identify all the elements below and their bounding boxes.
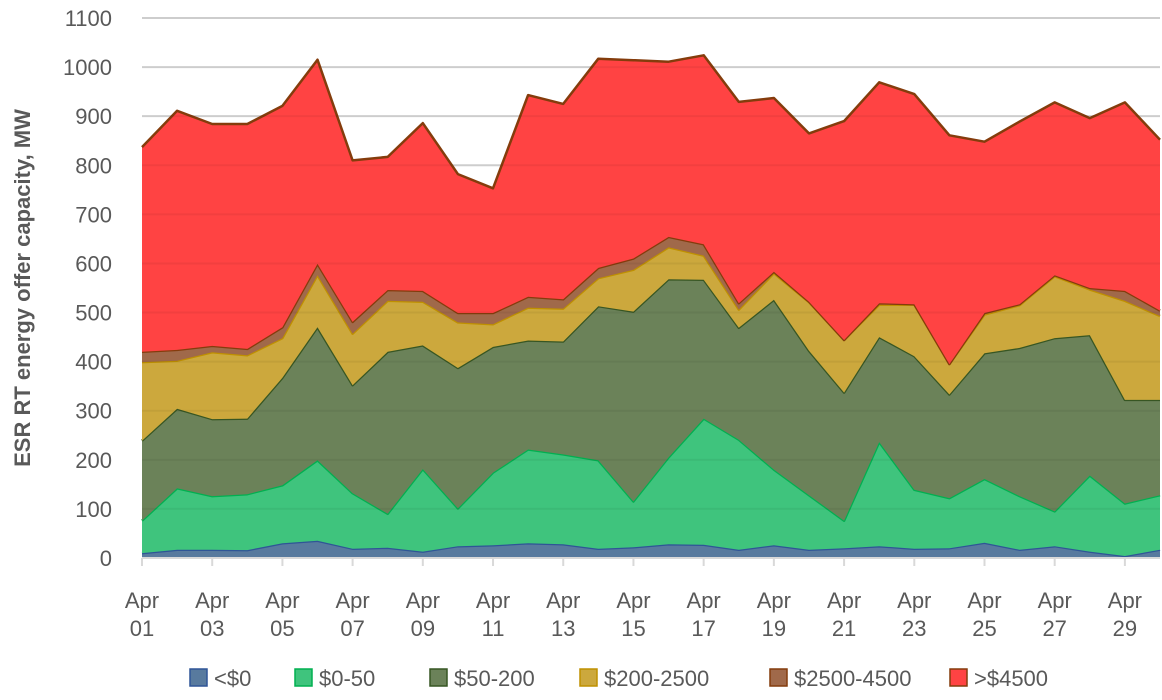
x-tick-label: 27	[1042, 616, 1066, 641]
legend-swatch	[769, 668, 788, 687]
area-4	[142, 236, 1160, 365]
x-tick-label: Apr	[476, 588, 510, 613]
y-tick-label: 900	[75, 104, 112, 129]
legend-swatch	[429, 668, 448, 687]
y-tick-label: 200	[75, 448, 112, 473]
x-tick-label: 29	[1113, 616, 1137, 641]
x-tick-label: 19	[762, 616, 786, 641]
x-tick-label: 15	[621, 616, 645, 641]
area-1	[142, 418, 1160, 556]
x-tick-label: Apr	[265, 588, 299, 613]
y-tick-label: 700	[75, 202, 112, 227]
y-axis-ticks: 0 100 200 300 400 500 600 700 800 900 1000 1100	[63, 6, 112, 571]
x-tick-label: 01	[130, 616, 154, 641]
legend-label: $200-2500	[604, 666, 709, 691]
y-tick-label: 800	[75, 153, 112, 178]
y-tick-label: 100	[75, 497, 112, 522]
legend-swatch	[189, 668, 208, 687]
legend-swatch	[294, 668, 313, 687]
y-tick-label: 1100	[65, 6, 112, 31]
y-tick-label: 0	[100, 546, 112, 571]
x-axis: Apr 01 Apr 03 Apr 05 Apr 07 Apr 09 Apr 11 Apr 13 Apr 15…	[125, 557, 1160, 641]
x-tick-label: Apr	[195, 588, 229, 613]
x-tick-label: Apr	[827, 588, 861, 613]
area-5	[142, 55, 1160, 365]
x-tick-label: 21	[832, 616, 856, 641]
series-line-5	[141, 54, 1161, 190]
y-tick-label: 1000	[63, 55, 112, 80]
x-tick-label: Apr	[125, 588, 159, 613]
x-tick-label: 13	[551, 616, 575, 641]
x-tick-label: 11	[482, 616, 505, 641]
x-tick-label: 25	[972, 616, 996, 641]
legend-label: >$4500	[974, 666, 1048, 691]
x-tick-label: 09	[411, 616, 435, 641]
legend-swatch	[949, 668, 968, 687]
x-tick-label: Apr	[687, 588, 721, 613]
y-axis-label: ESR RT energy offer capacity, MW	[10, 109, 35, 467]
x-tick-label: Apr	[897, 588, 931, 613]
legend-swatch	[579, 668, 598, 687]
x-tick-label: 07	[340, 616, 364, 641]
x-tick-label: Apr	[967, 588, 1001, 613]
y-tick-label: 500	[75, 301, 112, 326]
x-tick-label: Apr	[616, 588, 650, 613]
x-tick-label: Apr	[335, 588, 369, 613]
x-tick-label: Apr	[1108, 588, 1142, 613]
x-tick-label: Apr	[546, 588, 580, 613]
area-2	[142, 279, 1160, 521]
x-tick-label: 23	[902, 616, 926, 641]
y-tick-label: 400	[75, 350, 112, 375]
area-3	[142, 247, 1160, 441]
area-0	[142, 540, 1160, 558]
y-tick-label: 300	[75, 399, 112, 424]
legend: <$0 $0-50 $50-200 $200-2500 $2500-4500 >$4500	[189, 666, 1048, 691]
legend-label: $0-50	[319, 666, 375, 691]
x-tick-label: 03	[200, 616, 224, 641]
x-tick-label: 05	[270, 616, 294, 641]
x-tick-label: Apr	[757, 588, 791, 613]
legend-label: $50-200	[454, 666, 535, 691]
x-tick-label: Apr	[1038, 588, 1072, 613]
areas	[141, 17, 1161, 558]
legend-label: $2500-4500	[794, 666, 911, 691]
y-tick-label: 600	[75, 251, 112, 276]
x-tick-label: 17	[691, 616, 715, 641]
x-tick-label: Apr	[406, 588, 440, 613]
legend-label: <$0	[214, 666, 251, 691]
